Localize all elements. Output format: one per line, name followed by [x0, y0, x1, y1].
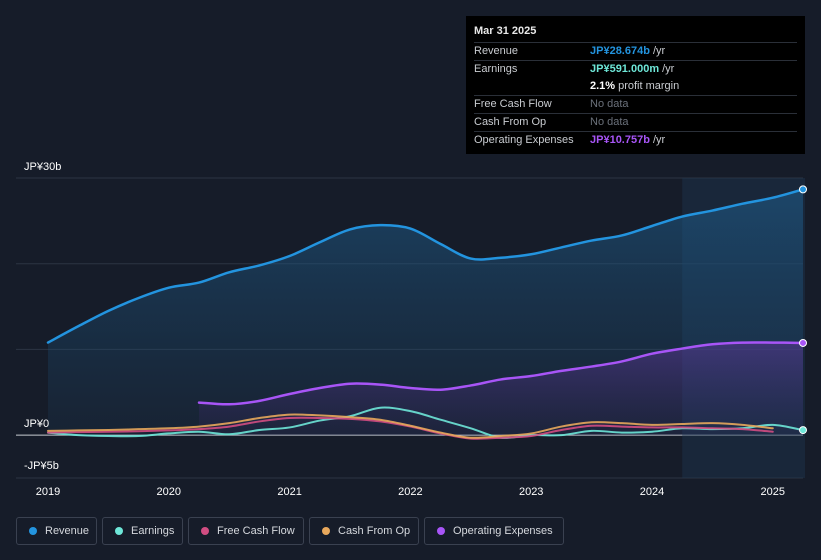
- legend-item-cash-from-op[interactable]: Cash From Op: [309, 517, 419, 545]
- data-tooltip: Mar 31 2025 Revenue JP¥28.674b /yr Earni…: [466, 16, 805, 154]
- legend-dot-icon: [437, 527, 445, 535]
- x-tick-label: 2020: [157, 486, 181, 498]
- x-tick-label: 2022: [398, 486, 422, 498]
- series-lines: [46, 188, 805, 440]
- legend-item-free-cash-flow[interactable]: Free Cash Flow: [188, 517, 304, 545]
- x-tick-label: 2024: [640, 486, 664, 498]
- legend-dot-icon: [201, 527, 209, 535]
- tooltip-date: Mar 31 2025: [474, 25, 537, 37]
- legend-item-revenue[interactable]: Revenue: [16, 517, 97, 545]
- x-axis-labels: 2019 2020 2021 2022 2023 2024 2025: [36, 486, 785, 498]
- tooltip-label: Cash From Op: [474, 116, 547, 128]
- x-tick-label: 2021: [277, 486, 301, 498]
- tooltip-value: JP¥10.757b: [590, 134, 650, 146]
- revenue-end-marker: [799, 185, 807, 194]
- tooltip-label: Earnings: [474, 63, 518, 75]
- legend-label: Revenue: [45, 525, 90, 537]
- legend-label: Operating Expenses: [453, 525, 553, 537]
- legend-dot-icon: [29, 527, 37, 535]
- earnings-end-marker: [799, 426, 807, 435]
- revenue-line: [46, 188, 805, 344]
- series-end-markers: [799, 185, 807, 435]
- y-axis-labels: JP¥30b JP¥0 -JP¥5b: [24, 161, 61, 472]
- legend-item-earnings[interactable]: Earnings: [102, 517, 183, 545]
- tooltip-unit: profit margin: [618, 80, 680, 92]
- tooltip-label: Free Cash Flow: [474, 98, 552, 110]
- tooltip-row-operating-expenses: Operating Expenses JP¥10.757b /yr: [474, 131, 797, 149]
- tooltip-label: [474, 78, 590, 95]
- legend-dot-icon: [115, 527, 123, 535]
- tooltip-label: Operating Expenses: [474, 134, 574, 146]
- tooltip-row-profit-margin: 2.1% profit margin: [474, 78, 797, 95]
- tooltip-unit: /yr: [662, 63, 675, 75]
- tooltip-label: Revenue: [474, 45, 519, 57]
- tooltip-value: 2.1%: [590, 80, 616, 92]
- earnings-line: [47, 406, 804, 439]
- y-tick-label: JP¥0: [24, 418, 49, 430]
- area-fills: [48, 189, 803, 436]
- tooltip-row-earnings: Earnings JP¥591.000m /yr: [474, 60, 797, 78]
- legend-label: Earnings: [131, 525, 175, 537]
- tooltip-row-free-cash-flow: Free Cash Flow No data: [474, 95, 797, 113]
- operating-expenses-area: [199, 342, 803, 436]
- y-tick-label: JP¥30b: [24, 161, 61, 173]
- tooltip-unit: /yr: [652, 45, 666, 57]
- tooltip-row-revenue: Revenue JP¥28.674b /yr: [474, 42, 797, 60]
- operating-expenses-line: [197, 341, 805, 406]
- legend-dot-icon: [322, 527, 330, 535]
- cash-from-op-line: [47, 413, 774, 439]
- operating-expenses-end-marker: [799, 338, 807, 347]
- tooltip-value: No data: [590, 116, 629, 128]
- tooltip-unit: /yr: [652, 134, 666, 146]
- legend-label: Free Cash Flow: [217, 525, 295, 537]
- x-tick-label: 2023: [519, 486, 543, 498]
- legend-label: Cash From Op: [338, 525, 411, 537]
- tooltip-value: JP¥591.000m: [590, 63, 660, 75]
- x-tick-label: 2025: [761, 486, 785, 498]
- tooltip-value: JP¥28.674b: [590, 45, 650, 57]
- x-tick-label: 2019: [36, 486, 60, 498]
- legend-item-operating-expenses[interactable]: Operating Expenses: [424, 517, 564, 545]
- tooltip-row-cash-from-op: Cash From Op No data: [474, 113, 797, 131]
- tooltip-value: No data: [590, 98, 629, 110]
- y-tick-label: -JP¥5b: [24, 460, 59, 472]
